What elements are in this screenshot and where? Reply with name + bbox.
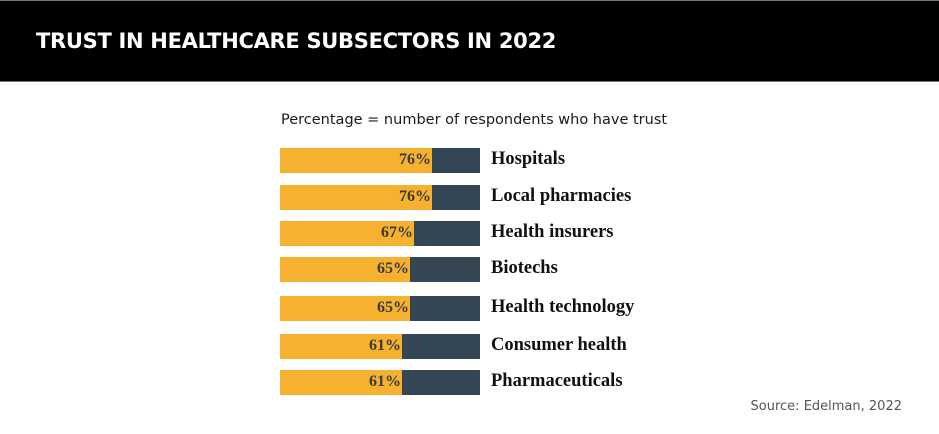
bar-row: 76% Hospitals (280, 148, 680, 173)
bar-trust (280, 185, 432, 210)
chart-title: TRUST IN HEALTHCARE SUBSECTORS IN 2022 (36, 29, 557, 53)
bar-trust (280, 296, 410, 321)
bar-value-label: 65% (377, 299, 409, 316)
bar-remainder (410, 296, 480, 321)
category-label: Hospitals (491, 149, 566, 169)
chart-subtitle: Percentage = number of respondents who h… (281, 112, 668, 128)
category-label: Health technology (491, 297, 635, 317)
category-label: Pharmaceuticals (491, 371, 623, 391)
source-note: Source: Edelman, 2022 (750, 399, 902, 414)
bar-remainder (432, 185, 480, 210)
bar-value-label: 61% (369, 373, 401, 390)
bar-row: 67% Health insurers (280, 221, 680, 246)
bar-row: 65% Biotechs (280, 257, 680, 282)
bar-trust (280, 257, 410, 282)
category-label: Biotechs (491, 258, 558, 278)
category-label: Local pharmacies (491, 186, 632, 206)
bar-remainder (402, 370, 480, 395)
bar-value-label: 65% (377, 260, 409, 277)
bar-trust (280, 221, 414, 246)
bar-remainder (402, 334, 480, 359)
bar-row: 61% Consumer health (280, 334, 680, 359)
bar-trust (280, 148, 432, 173)
bar-remainder (414, 221, 480, 246)
bar-trust (280, 334, 402, 359)
bar-row: 61% Pharmaceuticals (280, 370, 680, 395)
bar-trust (280, 370, 402, 395)
bar-remainder (410, 257, 480, 282)
category-label: Consumer health (491, 335, 627, 355)
bar-value-label: 61% (369, 337, 401, 354)
bar-value-label: 67% (381, 224, 413, 241)
bar-value-label: 76% (399, 188, 431, 205)
bar-row: 65% Health technology (280, 296, 680, 321)
header-banner: TRUST IN HEALTHCARE SUBSECTORS IN 2022 (0, 0, 939, 82)
bar-value-label: 76% (399, 151, 431, 168)
category-label: Health insurers (491, 222, 614, 242)
bar-remainder (432, 148, 480, 173)
bar-row: 76% Local pharmacies (280, 185, 680, 210)
